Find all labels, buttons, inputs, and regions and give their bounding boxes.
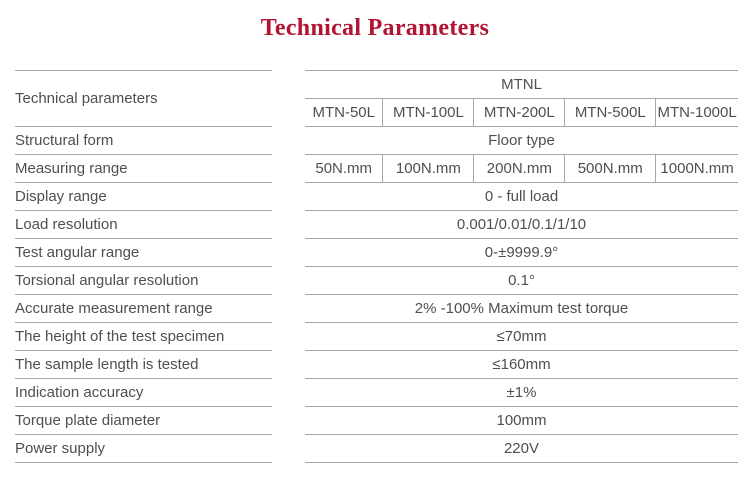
label-row: Accurate measurement range <box>15 294 272 323</box>
corner-row: Technical parameters <box>15 70 272 127</box>
parameter-label: The height of the test specimen <box>15 322 272 351</box>
value-row: 0 - full load <box>305 182 738 211</box>
value-row: 0.1° <box>305 266 738 295</box>
model-name: MTN-500L <box>564 98 656 127</box>
series-label: MTNL <box>305 70 738 99</box>
label-row: Power supply <box>15 434 272 463</box>
model-header-row: MTN-50L MTN-100L MTN-200L MTN-500L MTN-1… <box>305 98 738 127</box>
label-row: The height of the test specimen <box>15 322 272 351</box>
parameter-label: Display range <box>15 182 272 211</box>
range-value: 1000N.mm <box>655 154 738 183</box>
parameter-label: Load resolution <box>15 210 272 239</box>
label-row: Display range <box>15 182 272 211</box>
technical-parameters-table: Technical parameters Structural form Meas… <box>15 70 738 463</box>
series-row: MTNL <box>305 70 738 99</box>
model-name: MTN-50L <box>305 98 383 127</box>
range-value: 200N.mm <box>473 154 565 183</box>
parameter-label: Torsional angular resolution <box>15 266 272 295</box>
label-row: Torque plate diameter <box>15 406 272 435</box>
value-row: 100mm <box>305 406 738 435</box>
corner-label: Technical parameters <box>15 70 272 127</box>
parameter-values-grid: MTNL MTN-50L MTN-100L MTN-200L MTN-500L … <box>305 70 738 463</box>
label-row: Indication accuracy <box>15 378 272 407</box>
parameter-value: ≤70mm <box>305 322 738 351</box>
parameter-value: 0 - full load <box>305 182 738 211</box>
value-row: 0-±9999.9° <box>305 238 738 267</box>
parameter-label: Indication accuracy <box>15 378 272 407</box>
parameter-label: The sample length is tested <box>15 350 272 379</box>
parameter-value: Floor type <box>305 126 738 155</box>
value-row: 50N.mm 100N.mm 200N.mm 500N.mm 1000N.mm <box>305 154 738 183</box>
parameter-value: 100mm <box>305 406 738 435</box>
label-row: Torsional angular resolution <box>15 266 272 295</box>
value-row: Floor type <box>305 126 738 155</box>
range-value: 100N.mm <box>382 154 474 183</box>
parameter-value: 0-±9999.9° <box>305 238 738 267</box>
parameter-label: Test angular range <box>15 238 272 267</box>
parameter-label: Power supply <box>15 434 272 463</box>
parameter-label: Accurate measurement range <box>15 294 272 323</box>
value-row: 0.001/0.01/0.1/1/10 <box>305 210 738 239</box>
value-row: ±1% <box>305 378 738 407</box>
parameter-label: Measuring range <box>15 154 272 183</box>
label-row: Measuring range <box>15 154 272 183</box>
parameter-value: ±1% <box>305 378 738 407</box>
parameter-value: ≤160mm <box>305 350 738 379</box>
page-title: Technical Parameters <box>260 15 490 41</box>
label-row: Load resolution <box>15 210 272 239</box>
range-value: 50N.mm <box>305 154 383 183</box>
parameter-value: 2% -100% Maximum test torque <box>305 294 738 323</box>
parameter-value: 0.001/0.01/0.1/1/10 <box>305 210 738 239</box>
label-row: Structural form <box>15 126 272 155</box>
range-value: 500N.mm <box>564 154 656 183</box>
label-row: Test angular range <box>15 238 272 267</box>
parameter-label: Torque plate diameter <box>15 406 272 435</box>
value-row: 2% -100% Maximum test torque <box>305 294 738 323</box>
model-name: MTN-1000L <box>655 98 738 127</box>
parameter-value: 0.1° <box>305 266 738 295</box>
value-row: ≤70mm <box>305 322 738 351</box>
value-row: ≤160mm <box>305 350 738 379</box>
parameter-label: Structural form <box>15 126 272 155</box>
model-name: MTN-100L <box>382 98 474 127</box>
model-name: MTN-200L <box>473 98 565 127</box>
parameter-value: 220V <box>305 434 738 463</box>
value-row: 220V <box>305 434 738 463</box>
parameter-labels-column: Technical parameters Structural form Meas… <box>15 70 272 463</box>
label-row: The sample length is tested <box>15 350 272 379</box>
